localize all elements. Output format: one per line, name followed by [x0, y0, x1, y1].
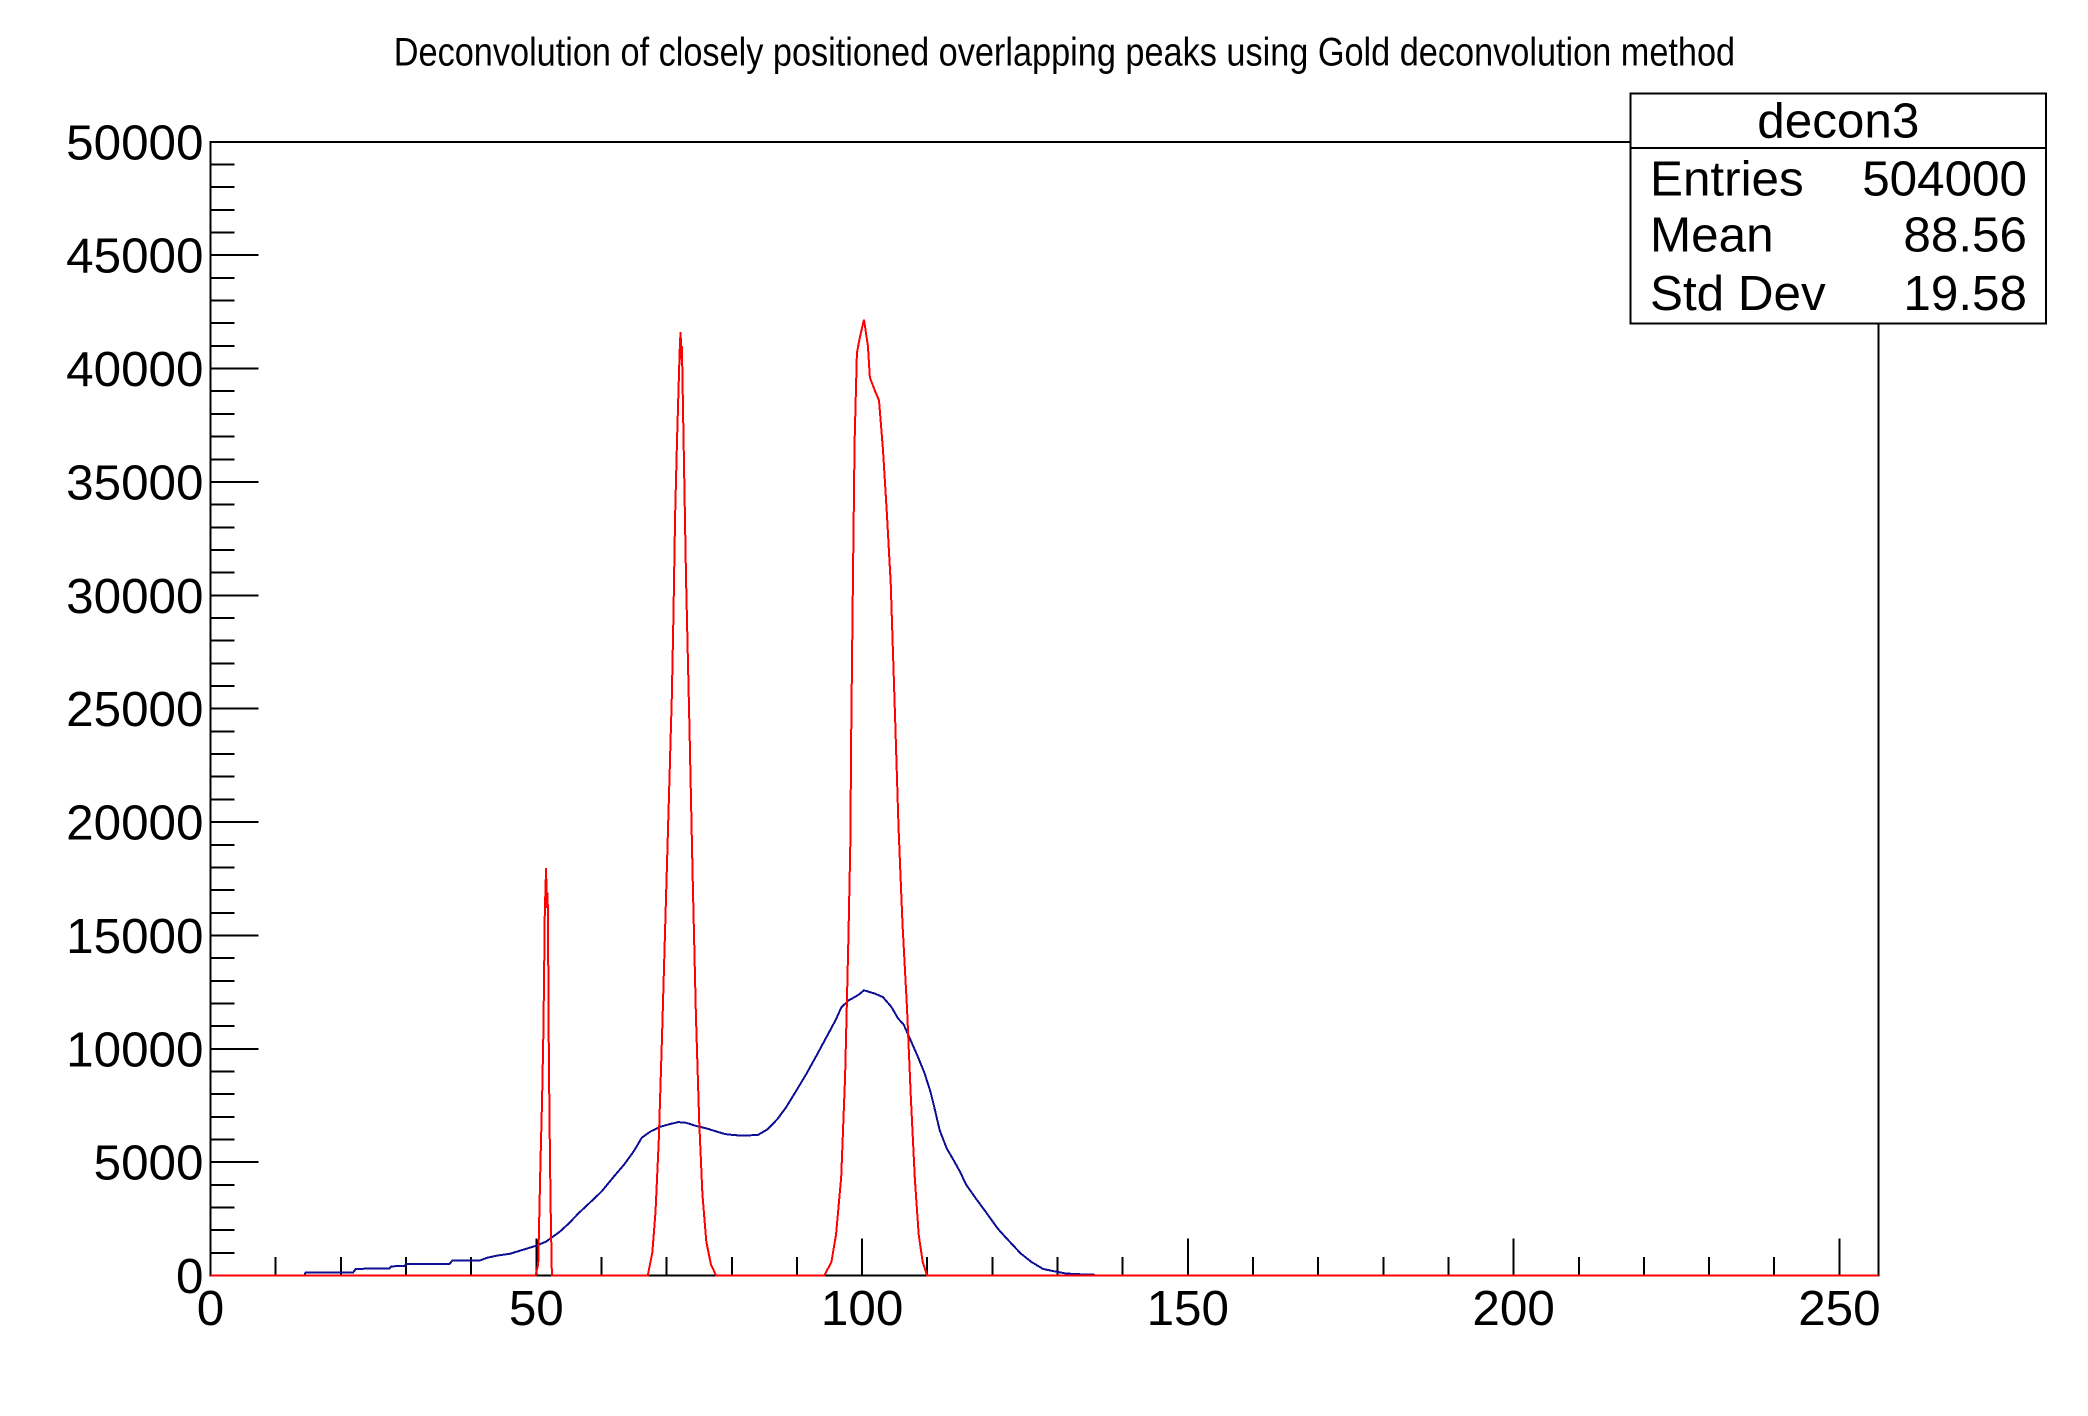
svg-text:decon3: decon3 — [1757, 94, 1919, 149]
svg-text:Std Dev: Std Dev — [1650, 266, 1826, 321]
svg-text:150: 150 — [1147, 1281, 1229, 1336]
svg-text:0: 0 — [176, 1249, 203, 1304]
svg-text:100: 100 — [821, 1281, 903, 1336]
svg-text:25000: 25000 — [66, 682, 203, 737]
svg-text:10000: 10000 — [66, 1022, 203, 1077]
svg-text:Mean: Mean — [1650, 208, 1774, 263]
svg-text:35000: 35000 — [66, 455, 203, 510]
svg-text:504000: 504000 — [1862, 152, 2027, 207]
svg-text:88.56: 88.56 — [1903, 208, 2027, 263]
svg-text:250: 250 — [1798, 1281, 1880, 1336]
svg-text:Deconvolution of closely posit: Deconvolution of closely positioned over… — [394, 30, 1735, 74]
svg-text:5000: 5000 — [94, 1136, 204, 1191]
svg-text:19.58: 19.58 — [1903, 266, 2027, 321]
svg-text:0: 0 — [197, 1281, 224, 1336]
svg-text:30000: 30000 — [66, 569, 203, 624]
svg-text:15000: 15000 — [66, 909, 203, 964]
svg-text:40000: 40000 — [66, 342, 203, 397]
svg-text:200: 200 — [1472, 1281, 1554, 1336]
svg-text:50000: 50000 — [66, 115, 203, 170]
svg-text:Entries: Entries — [1650, 152, 1804, 207]
svg-text:20000: 20000 — [66, 796, 203, 851]
svg-text:50: 50 — [509, 1281, 564, 1336]
svg-text:45000: 45000 — [66, 229, 203, 284]
